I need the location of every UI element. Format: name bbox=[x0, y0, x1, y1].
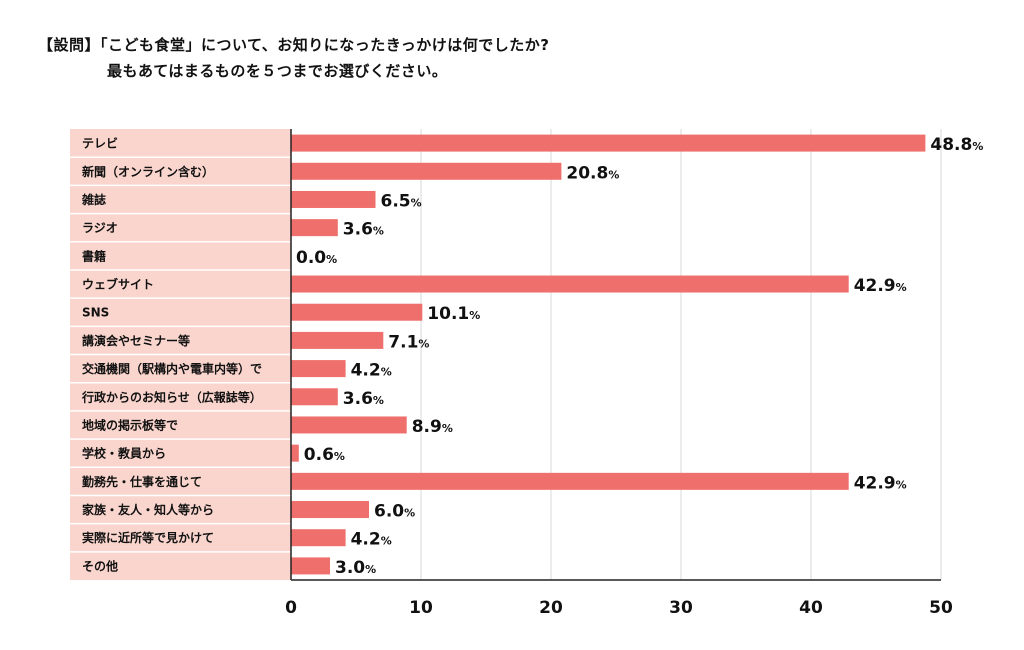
category-label: その他 bbox=[82, 558, 118, 573]
x-tick-labels: 0 10 20 30 40 50 bbox=[285, 598, 953, 618]
bar bbox=[291, 557, 330, 575]
value-label: 48.8% bbox=[930, 135, 983, 155]
value-label: 0.0% bbox=[296, 248, 337, 268]
category-label: 書籍 bbox=[82, 248, 106, 263]
gridlines bbox=[70, 129, 942, 580]
bar bbox=[291, 444, 299, 462]
value-label: 4.2% bbox=[351, 361, 392, 381]
bars bbox=[291, 134, 926, 575]
x-tick-label: 40 bbox=[799, 598, 823, 618]
x-tick-label: 30 bbox=[669, 598, 693, 618]
category-label: 交通機関（駅構内や電車内等）で bbox=[82, 361, 262, 376]
bar bbox=[291, 190, 376, 208]
bar bbox=[291, 162, 562, 180]
category-label: 雑誌 bbox=[81, 192, 106, 207]
value-label: 42.9% bbox=[854, 473, 907, 493]
bar bbox=[291, 472, 849, 490]
category-label: SNS bbox=[82, 306, 109, 320]
category-label: 講演会やセミナー等 bbox=[82, 333, 190, 348]
value-label: 4.2% bbox=[351, 530, 392, 550]
category-label: 行政からのお知らせ（広報誌等） bbox=[81, 389, 262, 404]
bar bbox=[291, 529, 346, 547]
category-label: 実際に近所等で見かけて bbox=[82, 530, 214, 545]
category-label: 学校・教員から bbox=[82, 446, 166, 461]
bar bbox=[291, 134, 926, 152]
x-tick-label: 20 bbox=[539, 598, 563, 618]
x-tick-label: 10 bbox=[409, 598, 433, 618]
bar bbox=[291, 275, 849, 293]
category-label: テレビ bbox=[82, 136, 118, 151]
bar bbox=[291, 388, 338, 406]
bar bbox=[291, 219, 338, 237]
category-label: 地域の掲示板等で bbox=[82, 417, 178, 432]
category-label: 新聞（オンライン含む） bbox=[82, 164, 214, 179]
category-label: 勤務先・仕事を通じて bbox=[82, 474, 202, 489]
bar bbox=[291, 303, 423, 321]
value-label: 3.0% bbox=[335, 558, 376, 578]
category-label: ウェブサイト bbox=[82, 277, 154, 292]
category-label: 家族・友人・知人等から bbox=[82, 502, 214, 517]
value-label: 8.9% bbox=[412, 417, 453, 437]
axes bbox=[290, 129, 941, 581]
value-label: 10.1% bbox=[427, 304, 480, 324]
bar bbox=[291, 331, 384, 349]
x-tick-label: 50 bbox=[929, 598, 953, 618]
value-label: 20.8% bbox=[566, 163, 619, 183]
value-label: 42.9% bbox=[854, 276, 907, 296]
question-title: 【設問】「こども食堂」について、お知りになったきっかけは何でしたか? bbox=[38, 36, 550, 54]
value-label: 7.1% bbox=[388, 332, 429, 352]
bar bbox=[291, 416, 407, 434]
x-tick-label: 0 bbox=[285, 598, 297, 618]
category-label: ラジオ bbox=[82, 221, 118, 235]
value-label: 0.6% bbox=[304, 445, 345, 465]
question-subtitle: 最もあてはまるものを５つまでお選びください。 bbox=[107, 62, 448, 80]
value-label: 6.5% bbox=[381, 191, 422, 211]
value-label: 6.0% bbox=[374, 502, 415, 522]
bar bbox=[291, 360, 346, 378]
bar bbox=[291, 501, 369, 519]
value-label: 3.6% bbox=[343, 389, 384, 409]
value-labels: 48.8% 20.8% 6.5% 3.6% 0.0% 42.9% 10.1% 7.1% 4.2%… bbox=[296, 135, 983, 578]
value-label: 3.6% bbox=[343, 220, 384, 240]
